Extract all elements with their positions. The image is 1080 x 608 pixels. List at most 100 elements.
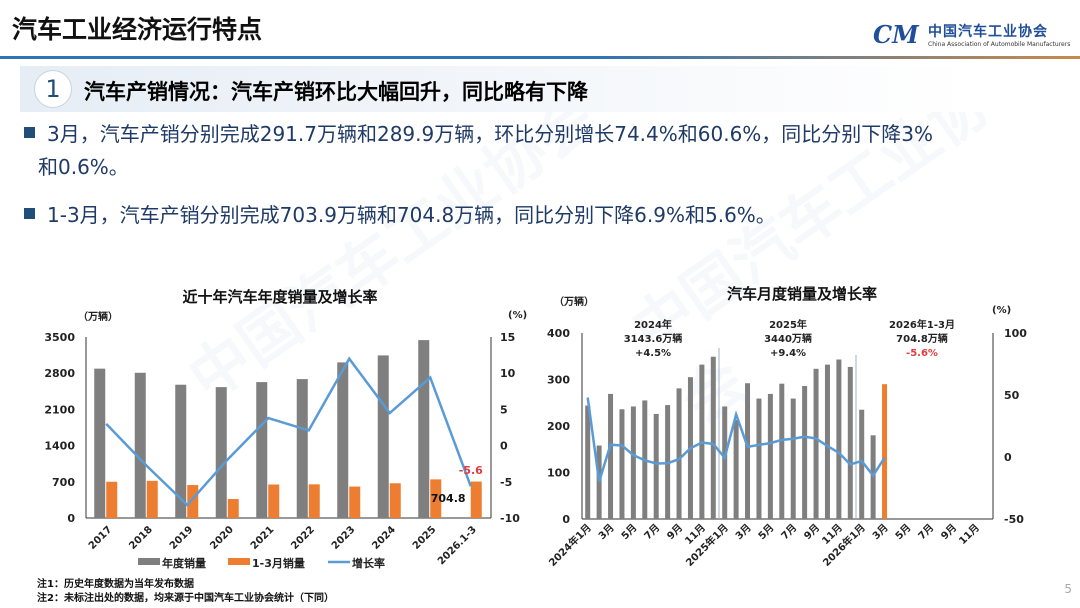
logo-subtext: China Association of Automobile Manufact… [928,41,1071,48]
monthly-sales-bar [596,445,602,519]
y-tick-label: 100 [547,467,570,480]
x-tick-label: 2018 [127,524,154,551]
y-tick-label: 3500 [44,331,75,344]
monthly-sales-bar [756,398,762,519]
x-tick-label: 7月 [642,522,662,542]
page-number: 5 [1064,582,1072,596]
bullet-square-icon [24,208,35,219]
monthly-sales-bar [585,405,591,519]
x-tick-label: 2026.1-3 [436,524,479,567]
chart-title: 汽车月度销量及增长率 [727,285,877,303]
q1-sales-bar [187,485,199,518]
section-title: 汽车产销情况：汽车产销环比大幅回升，同比略有下降 [84,80,588,104]
logo-text: 中国汽车工业协会 [928,24,1048,40]
monthly-sales-bar [745,383,751,519]
y-tick-label: 0 [562,513,570,526]
monthly-sales-bar [859,409,865,519]
monthly-sales-bar [608,393,614,519]
x-tick-label: 7月 [916,522,936,542]
annual-sales-bar [418,340,430,518]
annual-sales-bar [94,368,106,518]
chart-title: 近十年汽车年度销量及增长率 [182,288,377,306]
annual-sales-bar [296,379,308,518]
y-tick-label: 200 [547,420,570,433]
monthly-sales-bar [722,406,728,519]
legend-swatch-annual [138,558,160,565]
legend-label: 增长率 [352,556,385,570]
monthly-sales-bar [710,356,716,519]
header-divider [0,56,1080,59]
page-title: 汽车工业经济运行特点 [12,15,263,44]
monthly-sales-bar [733,419,739,519]
annual-sales-bar [134,372,146,518]
x-tick-label: 2022 [289,524,316,551]
legend-label: 年度销量 [162,556,206,570]
q1-sales-bar [146,480,158,518]
bullet-text: 1-3月，汽车产销分别完成703.9万辆和704.8万辆，同比分别下降6.9%和… [47,203,776,227]
y2-tick-label: 100 [1004,327,1027,340]
x-tick-label: 5月 [619,522,639,542]
section-header: 1 汽车产销情况：汽车产销环比大幅回升，同比略有下降 [20,66,1080,112]
legend-label: 1-3月销量 [252,556,305,570]
bullet-square-icon [24,127,35,138]
bullet-item: 3月，汽车产销分别完成291.7万辆和289.9万辆，环比分别增长74.4%和6… [24,118,1064,184]
q1-sales-bar [268,484,280,518]
x-tick-label: 2021 [249,524,276,551]
x-tick-label: 2025 [411,524,438,551]
x-tick-label: 7月 [779,522,799,542]
monthly-sales-bar [813,368,819,519]
annotation-growth: +4.5% [635,348,671,359]
logo: CM 中国汽车工业协会 China Association of Automob… [873,20,1070,49]
monthly-sales-bar [630,406,636,519]
x-tick-label: 3月 [596,522,616,542]
y2-tick-label: 0 [500,440,508,453]
x-tick-label: 9月 [939,522,959,542]
annotation-year: 2025年 [769,318,807,331]
growth-data-label: -5.6 [459,464,483,477]
q1-sales-bar [308,484,320,518]
monthly-sales-bar [802,386,808,519]
annotation-volume: 3143.6万辆 [624,332,683,345]
y2-tick-label: 5 [500,403,508,416]
x-tick-label: 2024年1月 [546,521,594,569]
y2-tick-label: -5 [500,476,512,489]
growth-rate-line [105,356,472,507]
annual-sales-bar [175,384,187,518]
x-tick-label: 3月 [733,522,753,542]
annual-sales-bar [337,362,349,518]
annotation-volume: 3440万辆 [764,332,812,345]
monthly-sales-bar [676,388,682,519]
y-tick-label: 400 [547,327,570,340]
monthly-sales-bar [824,364,830,519]
y2-tick-label: 15 [500,331,515,344]
x-tick-label: 9月 [665,522,685,542]
monthly-sales-bar [767,393,773,519]
y-axis-label: （万辆） [554,295,594,308]
y-tick-label: 300 [547,374,570,387]
y2-tick-label: 10 [500,367,516,380]
growth-rate-line [586,397,886,483]
y2-tick-label: 50 [1004,389,1020,402]
y-tick-label: 1400 [44,440,75,453]
monthly-sales-bar [779,383,785,519]
x-tick-label: 2023 [330,524,357,551]
x-tick-label: 2017 [87,524,114,551]
annotation-growth: -5.6% [906,348,938,359]
annual-sales-chart: 近十年汽车年度销量及增长率 （万辆） (%) 0 700 1400 2100 2800 3500… [37,288,527,604]
bullet-text: 和0.6%。 [38,155,129,179]
q1-data-label: 704.8 [431,492,466,505]
q1-sales-bar [106,481,118,518]
annual-sales-bar [215,387,227,518]
q1-sales-bar [389,483,401,518]
bullet-item: 1-3月，汽车产销分别完成703.9万辆和704.8万辆，同比分别下降6.9%和… [24,199,1064,232]
q1-sales-bar [470,481,482,518]
y2-tick-label: -50 [1004,513,1024,526]
y2-tick-label: 0 [1004,451,1012,464]
x-tick-label: 2019 [168,524,195,551]
y-tick-label: 2800 [44,367,75,380]
footnote: 注2：未标注出处的数据，均来源于中国汽车工业协会统计（下同） [37,591,334,604]
monthly-sales-bar [790,398,796,519]
legend-swatch-q1 [228,558,250,565]
x-tick-label: 5月 [893,522,913,542]
